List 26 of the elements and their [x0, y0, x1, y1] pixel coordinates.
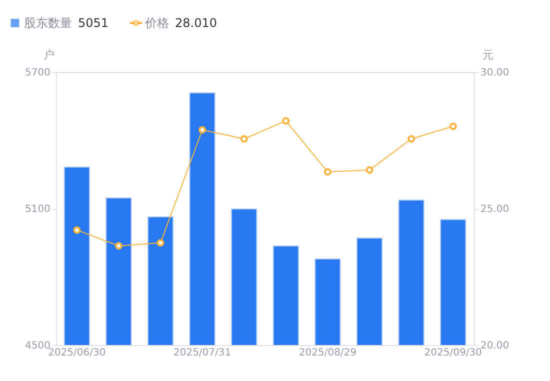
legend-label: 价格 — [144, 16, 169, 30]
point — [198, 126, 206, 134]
y-tick-label: 4500 — [25, 340, 50, 352]
text: 5051 — [78, 16, 109, 30]
y2-tick-label: 30.00 — [480, 68, 510, 78]
point — [324, 168, 332, 176]
point — [156, 239, 164, 247]
y-axis-title: 户 — [44, 48, 54, 62]
x-tick-label: 2025/09/30 — [424, 348, 482, 358]
y2-tick-label: 25.00 — [480, 204, 510, 215]
y-tick-label: 5100 — [25, 204, 50, 215]
y2-tick-label: 20.00 — [480, 340, 510, 352]
x-tick-label: 2025/07/31 — [173, 348, 232, 358]
x-tick-label: 2025/06/30 — [48, 348, 106, 358]
x-tick-label: 2025/08/29 — [298, 348, 357, 358]
point — [366, 166, 374, 174]
text: 28.010 — [175, 16, 217, 30]
point — [282, 117, 290, 125]
point — [114, 242, 122, 250]
y-tick-label: 5700 — [25, 68, 50, 78]
point — [73, 226, 81, 234]
point — [449, 122, 457, 130]
point — [240, 135, 248, 143]
y2-axis-title: 元 — [482, 48, 494, 62]
point — [408, 135, 416, 143]
legend-label: 股东数量 — [24, 16, 72, 30]
